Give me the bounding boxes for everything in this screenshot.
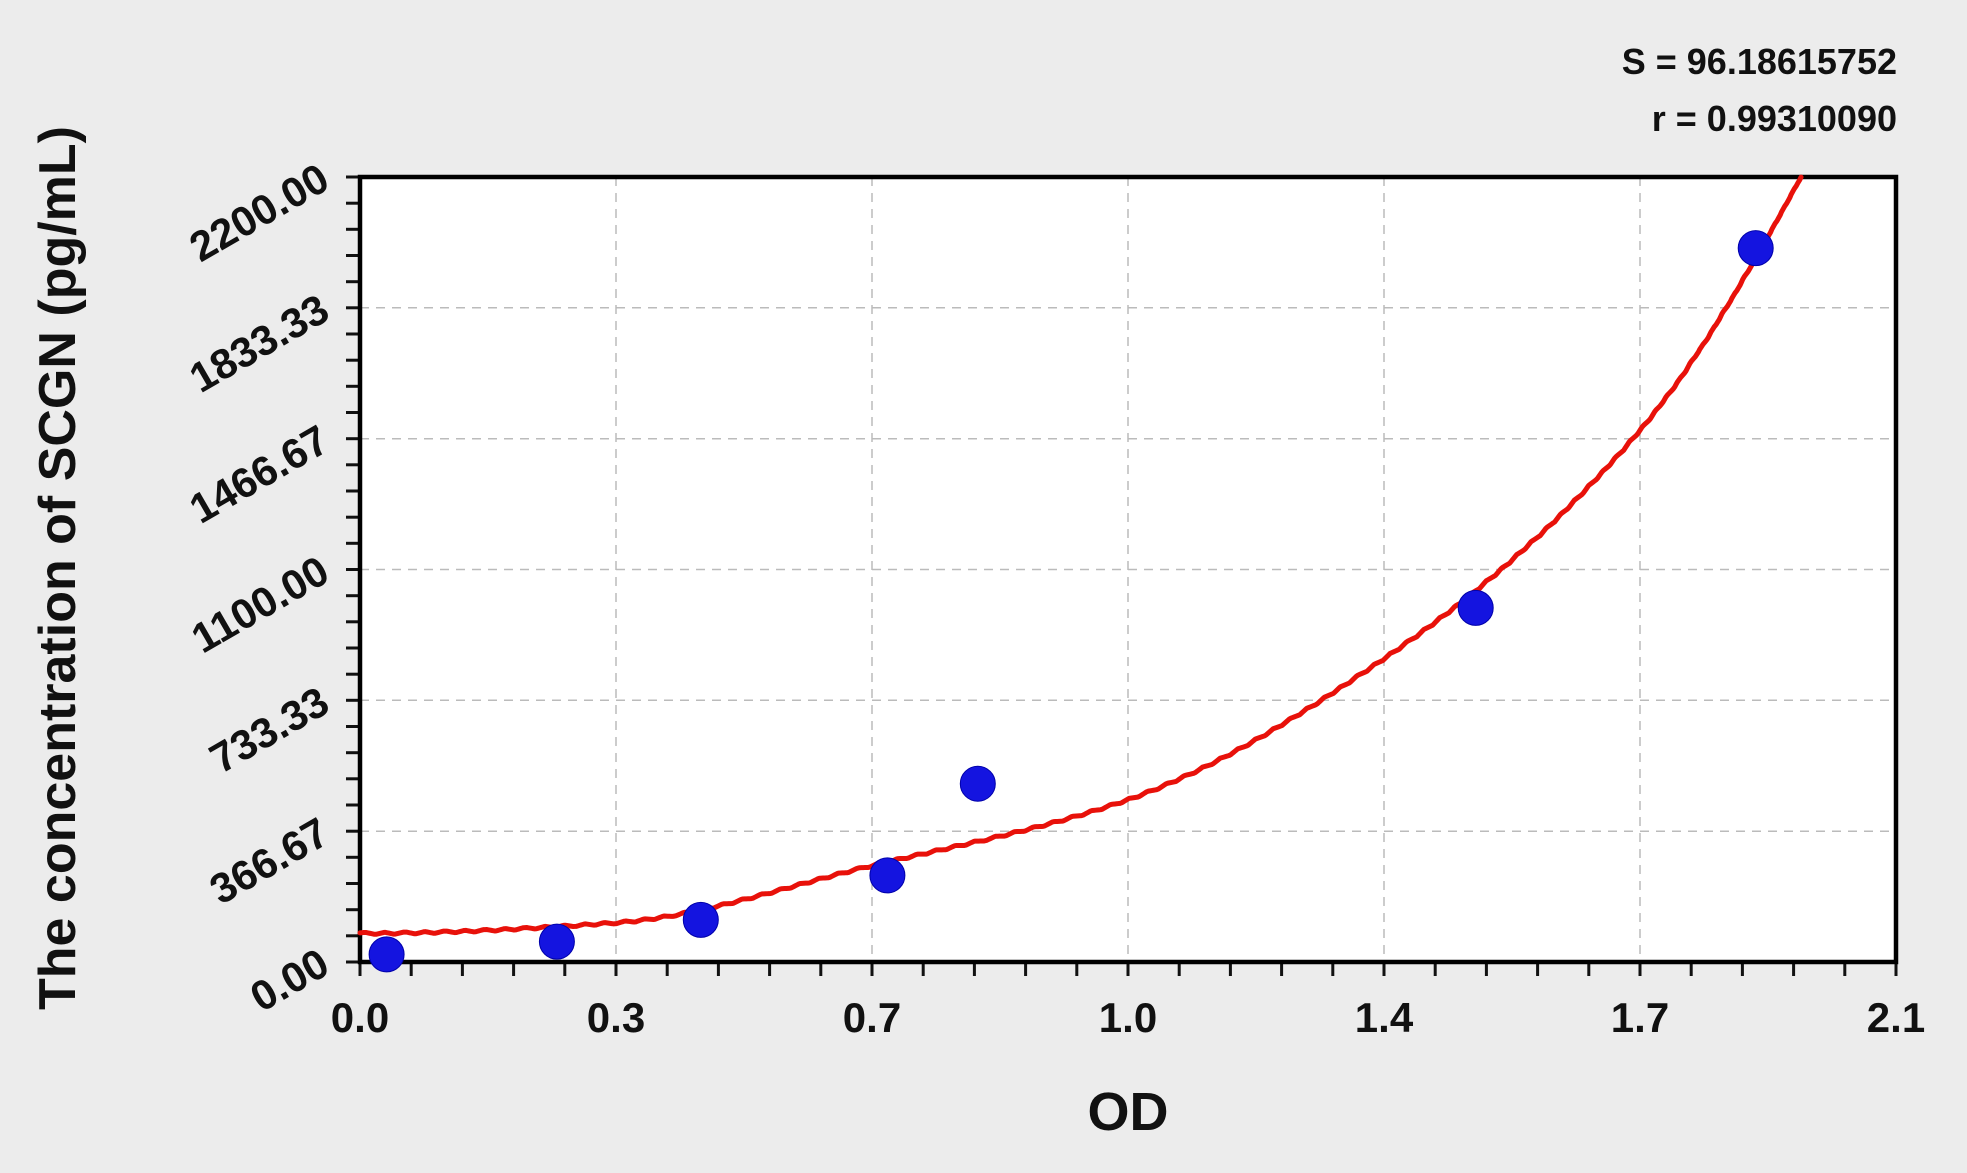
svg-text:1.7: 1.7: [1611, 994, 1669, 1041]
svg-text:0.00: 0.00: [242, 939, 336, 1021]
svg-text:366.67: 366.67: [202, 808, 337, 913]
svg-text:0.0: 0.0: [331, 994, 389, 1041]
svg-text:2200.00: 2200.00: [182, 154, 337, 271]
svg-text:2.1: 2.1: [1867, 994, 1925, 1041]
svg-text:1833.33: 1833.33: [182, 285, 337, 402]
svg-text:1.4: 1.4: [1355, 994, 1414, 1041]
svg-text:1100.00: 1100.00: [184, 547, 337, 662]
svg-text:1.0: 1.0: [1099, 994, 1157, 1041]
svg-text:1466.67: 1466.67: [182, 416, 337, 533]
svg-text:0.7: 0.7: [843, 994, 901, 1041]
svg-text:733.33: 733.33: [202, 677, 337, 782]
svg-text:0.3: 0.3: [587, 994, 645, 1041]
